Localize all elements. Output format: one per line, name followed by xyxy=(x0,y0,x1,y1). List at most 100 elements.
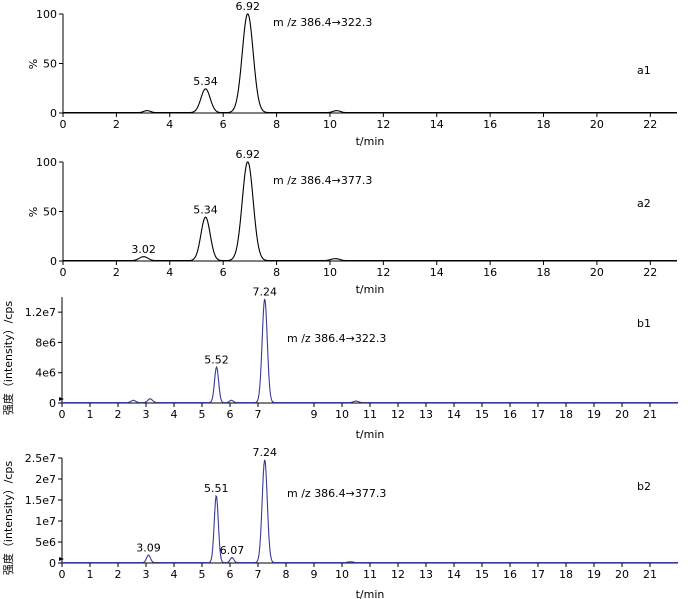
x-tick-label: 16 xyxy=(483,118,497,131)
x-tick-label: 4 xyxy=(166,266,173,279)
peak-retention-label: 3.09 xyxy=(136,541,161,554)
x-tick-label: 5 xyxy=(199,408,206,421)
x-tick-label: 7 xyxy=(255,408,262,421)
x-tick-label: 19 xyxy=(587,568,601,581)
x-tick-label: 0 xyxy=(60,118,67,131)
x-tick-label: 16 xyxy=(503,408,517,421)
y-tick-label: 8e6 xyxy=(35,336,56,349)
x-tick-label: 6 xyxy=(220,266,227,279)
x-tick-label: 12 xyxy=(391,568,405,581)
x-tick-label: 18 xyxy=(537,266,551,279)
peak-retention-label: 5.52 xyxy=(204,353,229,366)
x-tick-label: 7 xyxy=(255,568,262,581)
x-tick-label: 4 xyxy=(171,408,178,421)
x-tick-label: 11 xyxy=(363,408,377,421)
x-tick-label: 16 xyxy=(483,266,497,279)
chromatogram-panel-a2: 0 2 4 6 8 10 12 14 16 18 20 22 0 50 100% t/min m /z 386.… xyxy=(27,148,677,296)
x-tick-label: 18 xyxy=(559,568,573,581)
x-tick-label: 1 xyxy=(87,408,94,421)
y-tick-label: 4e6 xyxy=(35,367,56,380)
x-tick-label: 14 xyxy=(447,568,461,581)
x-tick-label: 22 xyxy=(643,118,657,131)
x-tick-label: 20 xyxy=(615,408,629,421)
y-axis-label: % xyxy=(27,59,40,69)
peak-retention-label: 6.07 xyxy=(220,544,245,557)
x-tick-label: 15 xyxy=(475,408,489,421)
x-tick-label: 20 xyxy=(590,118,604,131)
x-tick-label: 17 xyxy=(531,568,545,581)
y-tick-label: 50 xyxy=(43,58,57,71)
x-tick-label: 2 xyxy=(113,118,120,131)
x-tick-label: 0 xyxy=(60,266,67,279)
y-axis-label: % xyxy=(27,207,40,217)
x-tick-label: 9 xyxy=(311,408,318,421)
ion-transition-label: m /z 386.4→322.3 xyxy=(287,332,386,345)
x-axis-label: t/min xyxy=(356,428,385,441)
peak-retention-label: 7.24 xyxy=(252,285,277,298)
peak-retention-label: 3.02 xyxy=(131,243,156,256)
x-tick-label: 18 xyxy=(537,118,551,131)
x-tick-label: 5 xyxy=(199,568,206,581)
x-tick-label: 0 xyxy=(59,408,66,421)
x-tick-label: 10 xyxy=(323,266,337,279)
chromatogram-trace xyxy=(63,161,677,262)
x-tick-label: 2 xyxy=(113,266,120,279)
x-tick-label: 8 xyxy=(273,118,280,131)
x-tick-label: 10 xyxy=(323,118,337,131)
x-tick-label: 8 xyxy=(273,266,280,279)
chromatogram-trace xyxy=(62,459,678,564)
x-tick-label: 8 xyxy=(283,568,290,581)
x-axis-label: t/min xyxy=(356,283,385,296)
x-tick-label: 14 xyxy=(430,266,444,279)
peak-retention-label: 6.92 xyxy=(235,0,260,13)
x-tick-label: 21 xyxy=(643,568,657,581)
panel-label: b2 xyxy=(637,480,651,493)
x-tick-label: 17 xyxy=(531,408,545,421)
x-tick-label: 0 xyxy=(59,568,66,581)
x-tick-label: 6 xyxy=(227,408,234,421)
x-tick-label: 12 xyxy=(376,266,390,279)
panel-label: a1 xyxy=(637,64,651,77)
x-tick-label: 14 xyxy=(447,408,461,421)
x-tick-label: 20 xyxy=(615,568,629,581)
y-tick-label: 0 xyxy=(50,255,57,268)
y-tick-label: 0 xyxy=(49,397,56,410)
ion-transition-label: m /z 386.4→322.3 xyxy=(273,16,372,29)
y-tick-label: 2.5e7 xyxy=(25,452,56,465)
y-axis-label: 强度（intensity）/cps xyxy=(1,301,15,415)
y-tick-label: 1e7 xyxy=(35,515,56,528)
panel-label: a2 xyxy=(637,197,651,210)
origin-marker-icon xyxy=(59,557,64,561)
peak-retention-label: 5.34 xyxy=(193,75,218,88)
x-tick-label: 21 xyxy=(643,408,657,421)
y-tick-label: 1.2e7 xyxy=(25,306,56,319)
y-tick-label: 1.5e7 xyxy=(25,494,56,507)
ion-transition-label: m /z 386.4→377.3 xyxy=(287,487,386,500)
y-tick-label: 100 xyxy=(36,8,57,21)
origin-marker-icon xyxy=(59,397,64,401)
x-tick-label: 16 xyxy=(503,568,517,581)
x-tick-label: 3 xyxy=(143,408,150,421)
x-tick-label: 13 xyxy=(419,408,433,421)
peak-retention-label: 5.34 xyxy=(193,203,218,216)
chromatogram-panel-b1: 0 1 2 3 4 5 6 7 9 10 11 12 13 14 15 16 17 18 19 20 2104e68e6… xyxy=(1,285,678,441)
x-axis-label: t/min xyxy=(356,588,385,599)
y-tick-label: 50 xyxy=(43,206,57,219)
x-tick-label: 4 xyxy=(166,118,173,131)
x-tick-label: 2 xyxy=(115,568,122,581)
y-axis-label: 强度（intensity）/cps xyxy=(1,461,15,575)
x-tick-label: 11 xyxy=(363,568,377,581)
x-tick-label: 10 xyxy=(335,568,349,581)
y-tick-label: 5e6 xyxy=(35,536,56,549)
y-tick-label: 100 xyxy=(36,156,57,169)
x-tick-label: 15 xyxy=(475,568,489,581)
x-axis-label: t/min xyxy=(356,135,385,148)
x-tick-label: 3 xyxy=(143,568,150,581)
x-tick-label: 20 xyxy=(590,266,604,279)
chromatogram-trace xyxy=(63,13,677,114)
chromatogram-panel-b2: 0 1 2 3 4 5 6 7 8 9 10 11 12 13 14 15 16 17 18 19 20 2105e61e… xyxy=(1,446,678,599)
chromatogram-trace xyxy=(62,298,678,404)
y-tick-label: 2e7 xyxy=(35,473,56,486)
x-tick-label: 13 xyxy=(419,568,433,581)
x-tick-label: 19 xyxy=(587,408,601,421)
